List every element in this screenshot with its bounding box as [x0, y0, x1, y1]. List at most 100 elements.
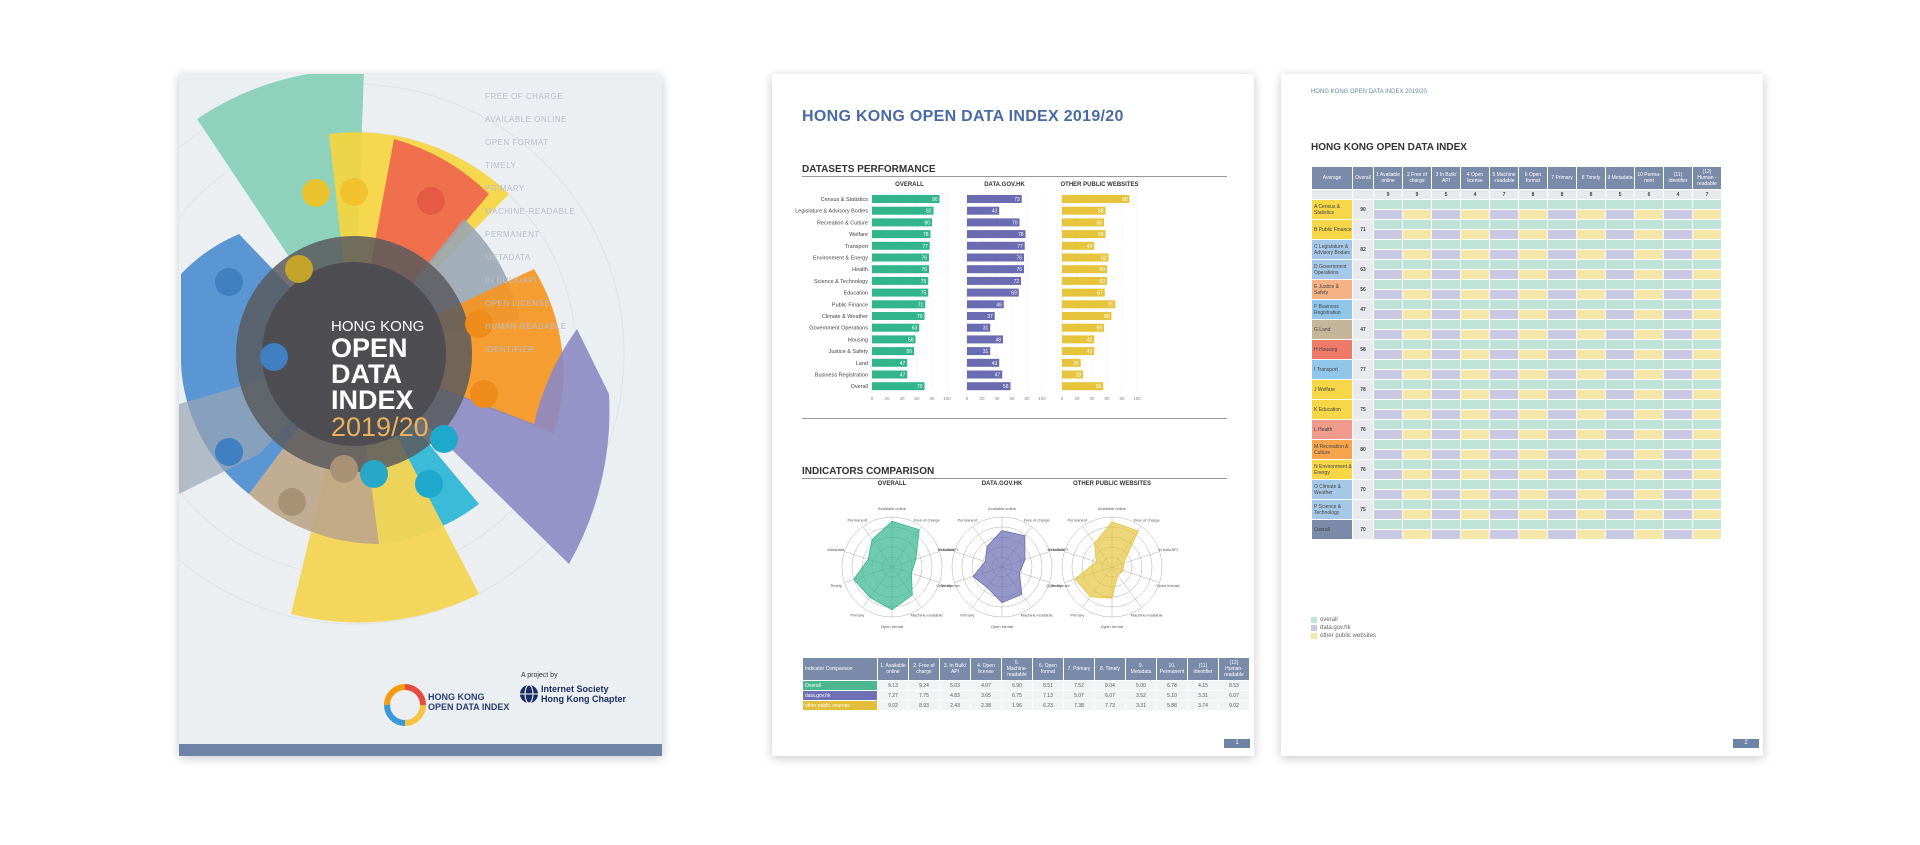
matrix-cell	[1352, 189, 1374, 200]
table-cell: 7.73	[1094, 700, 1126, 711]
tick-label: 60	[1104, 396, 1110, 401]
matrix-cell	[1518, 449, 1548, 460]
matrix-cell	[1634, 489, 1664, 500]
matrix-cell	[1605, 449, 1635, 460]
matrix-cell	[1431, 329, 1461, 340]
matrix-cell	[1489, 329, 1519, 340]
matrix-row: D Government Operations 63	[1311, 259, 1722, 280]
radar-axis-label: Available online	[988, 506, 1017, 511]
matrix-row	[1312, 309, 1722, 320]
bar-value-label: 43	[1087, 349, 1093, 355]
criterion-label: MACHINE-READABLE	[485, 207, 576, 216]
bar	[967, 265, 1024, 274]
matrix-cell	[1402, 459, 1432, 470]
matrix-cell	[1692, 219, 1722, 230]
table-cell: 4.07	[970, 680, 1002, 691]
matrix-cell	[1634, 519, 1664, 530]
matrix-cell	[1518, 309, 1548, 320]
matrix-column-header: Overall	[1352, 166, 1374, 190]
matrix-cell	[1431, 259, 1461, 270]
matrix-cell	[1547, 459, 1577, 470]
matrix-cell	[1402, 339, 1432, 350]
cover-title: HONG KONG OPEN DATA INDEX 2019/20	[331, 319, 451, 442]
matrix-cell	[1576, 319, 1606, 330]
matrix-column-header: 10 Perma- nent	[1634, 166, 1664, 190]
matrix-row	[1312, 449, 1722, 460]
legend-item: other public websites	[1311, 633, 1376, 639]
table-cell: 4.83	[939, 690, 971, 701]
matrix-cell	[1518, 439, 1548, 450]
matrix-cell	[1431, 429, 1461, 440]
radar-axis-label: Primary	[1070, 613, 1084, 618]
title-year: 2019/20	[331, 412, 429, 442]
matrix-cell	[1431, 529, 1461, 540]
matrix-cell	[1373, 399, 1403, 410]
radar-axis-label: Free of charge	[1134, 517, 1161, 522]
radar-axis-label: Available online	[878, 506, 907, 511]
matrix-cell	[1518, 499, 1548, 510]
matrix-cell: 6	[1634, 189, 1664, 200]
matrix-cell	[1634, 389, 1664, 400]
bar	[872, 195, 940, 203]
matrix-cell	[1634, 319, 1664, 330]
category-overall-score: 90	[1352, 199, 1374, 220]
matrix-cell	[1402, 359, 1432, 370]
matrix-cell	[1663, 389, 1693, 400]
matrix-cell	[1489, 459, 1519, 470]
matrix-row	[1312, 369, 1722, 380]
matrix-cell	[1373, 509, 1403, 520]
matrix-column-header: 5 Machine -readable	[1489, 166, 1519, 190]
radar-axis-label: Available online	[1098, 506, 1127, 511]
bar	[872, 206, 934, 215]
matrix-cell	[1576, 499, 1606, 510]
bar-chart-title: DATA.GOV.HK	[984, 182, 1025, 188]
matrix-cell	[1692, 289, 1722, 300]
matrix-cell	[1489, 249, 1519, 260]
matrix-cell	[1634, 259, 1664, 270]
matrix-cell	[1518, 259, 1548, 270]
matrix-cell	[1605, 529, 1635, 540]
title-line-3: INDEX	[331, 385, 414, 415]
matrix-cell	[1431, 469, 1461, 480]
matrix-cell	[1547, 529, 1577, 540]
matrix-cell	[1605, 359, 1635, 370]
bar-value-label: 70	[917, 314, 923, 320]
matrix-cell	[1402, 379, 1432, 390]
matrix-cell	[1402, 529, 1432, 540]
matrix-cell	[1663, 519, 1693, 530]
bar-value-label: 43	[1087, 244, 1093, 250]
matrix-cell	[1547, 399, 1577, 410]
matrix-cell	[1692, 259, 1722, 270]
bar-value-label: 31	[983, 349, 989, 355]
matrix-cell	[1518, 329, 1548, 340]
matrix-cell	[1489, 379, 1519, 390]
matrix-cell	[1576, 229, 1606, 240]
matrix-row: Overall 70	[1311, 519, 1722, 540]
tick-label: 0	[1061, 396, 1064, 401]
matrix-cell	[1431, 239, 1461, 250]
matrix-cell	[1373, 289, 1403, 300]
radar-axis-label: Permanent	[958, 517, 978, 522]
matrix-cell	[1663, 399, 1693, 410]
bar	[1062, 195, 1130, 203]
table-cell: 8.51	[1032, 680, 1064, 691]
matrix-cell	[1634, 429, 1664, 440]
matrix-cell	[1518, 289, 1548, 300]
bar-value-label: 31	[983, 326, 989, 332]
open-data-index-matrix: Average Overall 1 Available online 2 Free o…	[1311, 166, 1722, 540]
bar	[872, 253, 929, 262]
matrix-row	[1312, 469, 1722, 480]
category-label: Health	[852, 267, 868, 273]
matrix-cell	[1460, 489, 1490, 500]
category-label: L Health	[1311, 419, 1353, 440]
matrix-cell	[1489, 509, 1519, 520]
bar-value-label: 66	[1104, 314, 1110, 320]
matrix-cell	[1402, 259, 1432, 270]
matrix-cell	[1402, 369, 1432, 380]
matrix-cell	[1692, 199, 1722, 210]
matrix-cell	[1547, 429, 1577, 440]
matrix-cell	[1547, 439, 1577, 450]
category-label: Government Operations	[809, 326, 868, 332]
matrix-cell	[1605, 379, 1635, 390]
bar	[967, 382, 1011, 391]
